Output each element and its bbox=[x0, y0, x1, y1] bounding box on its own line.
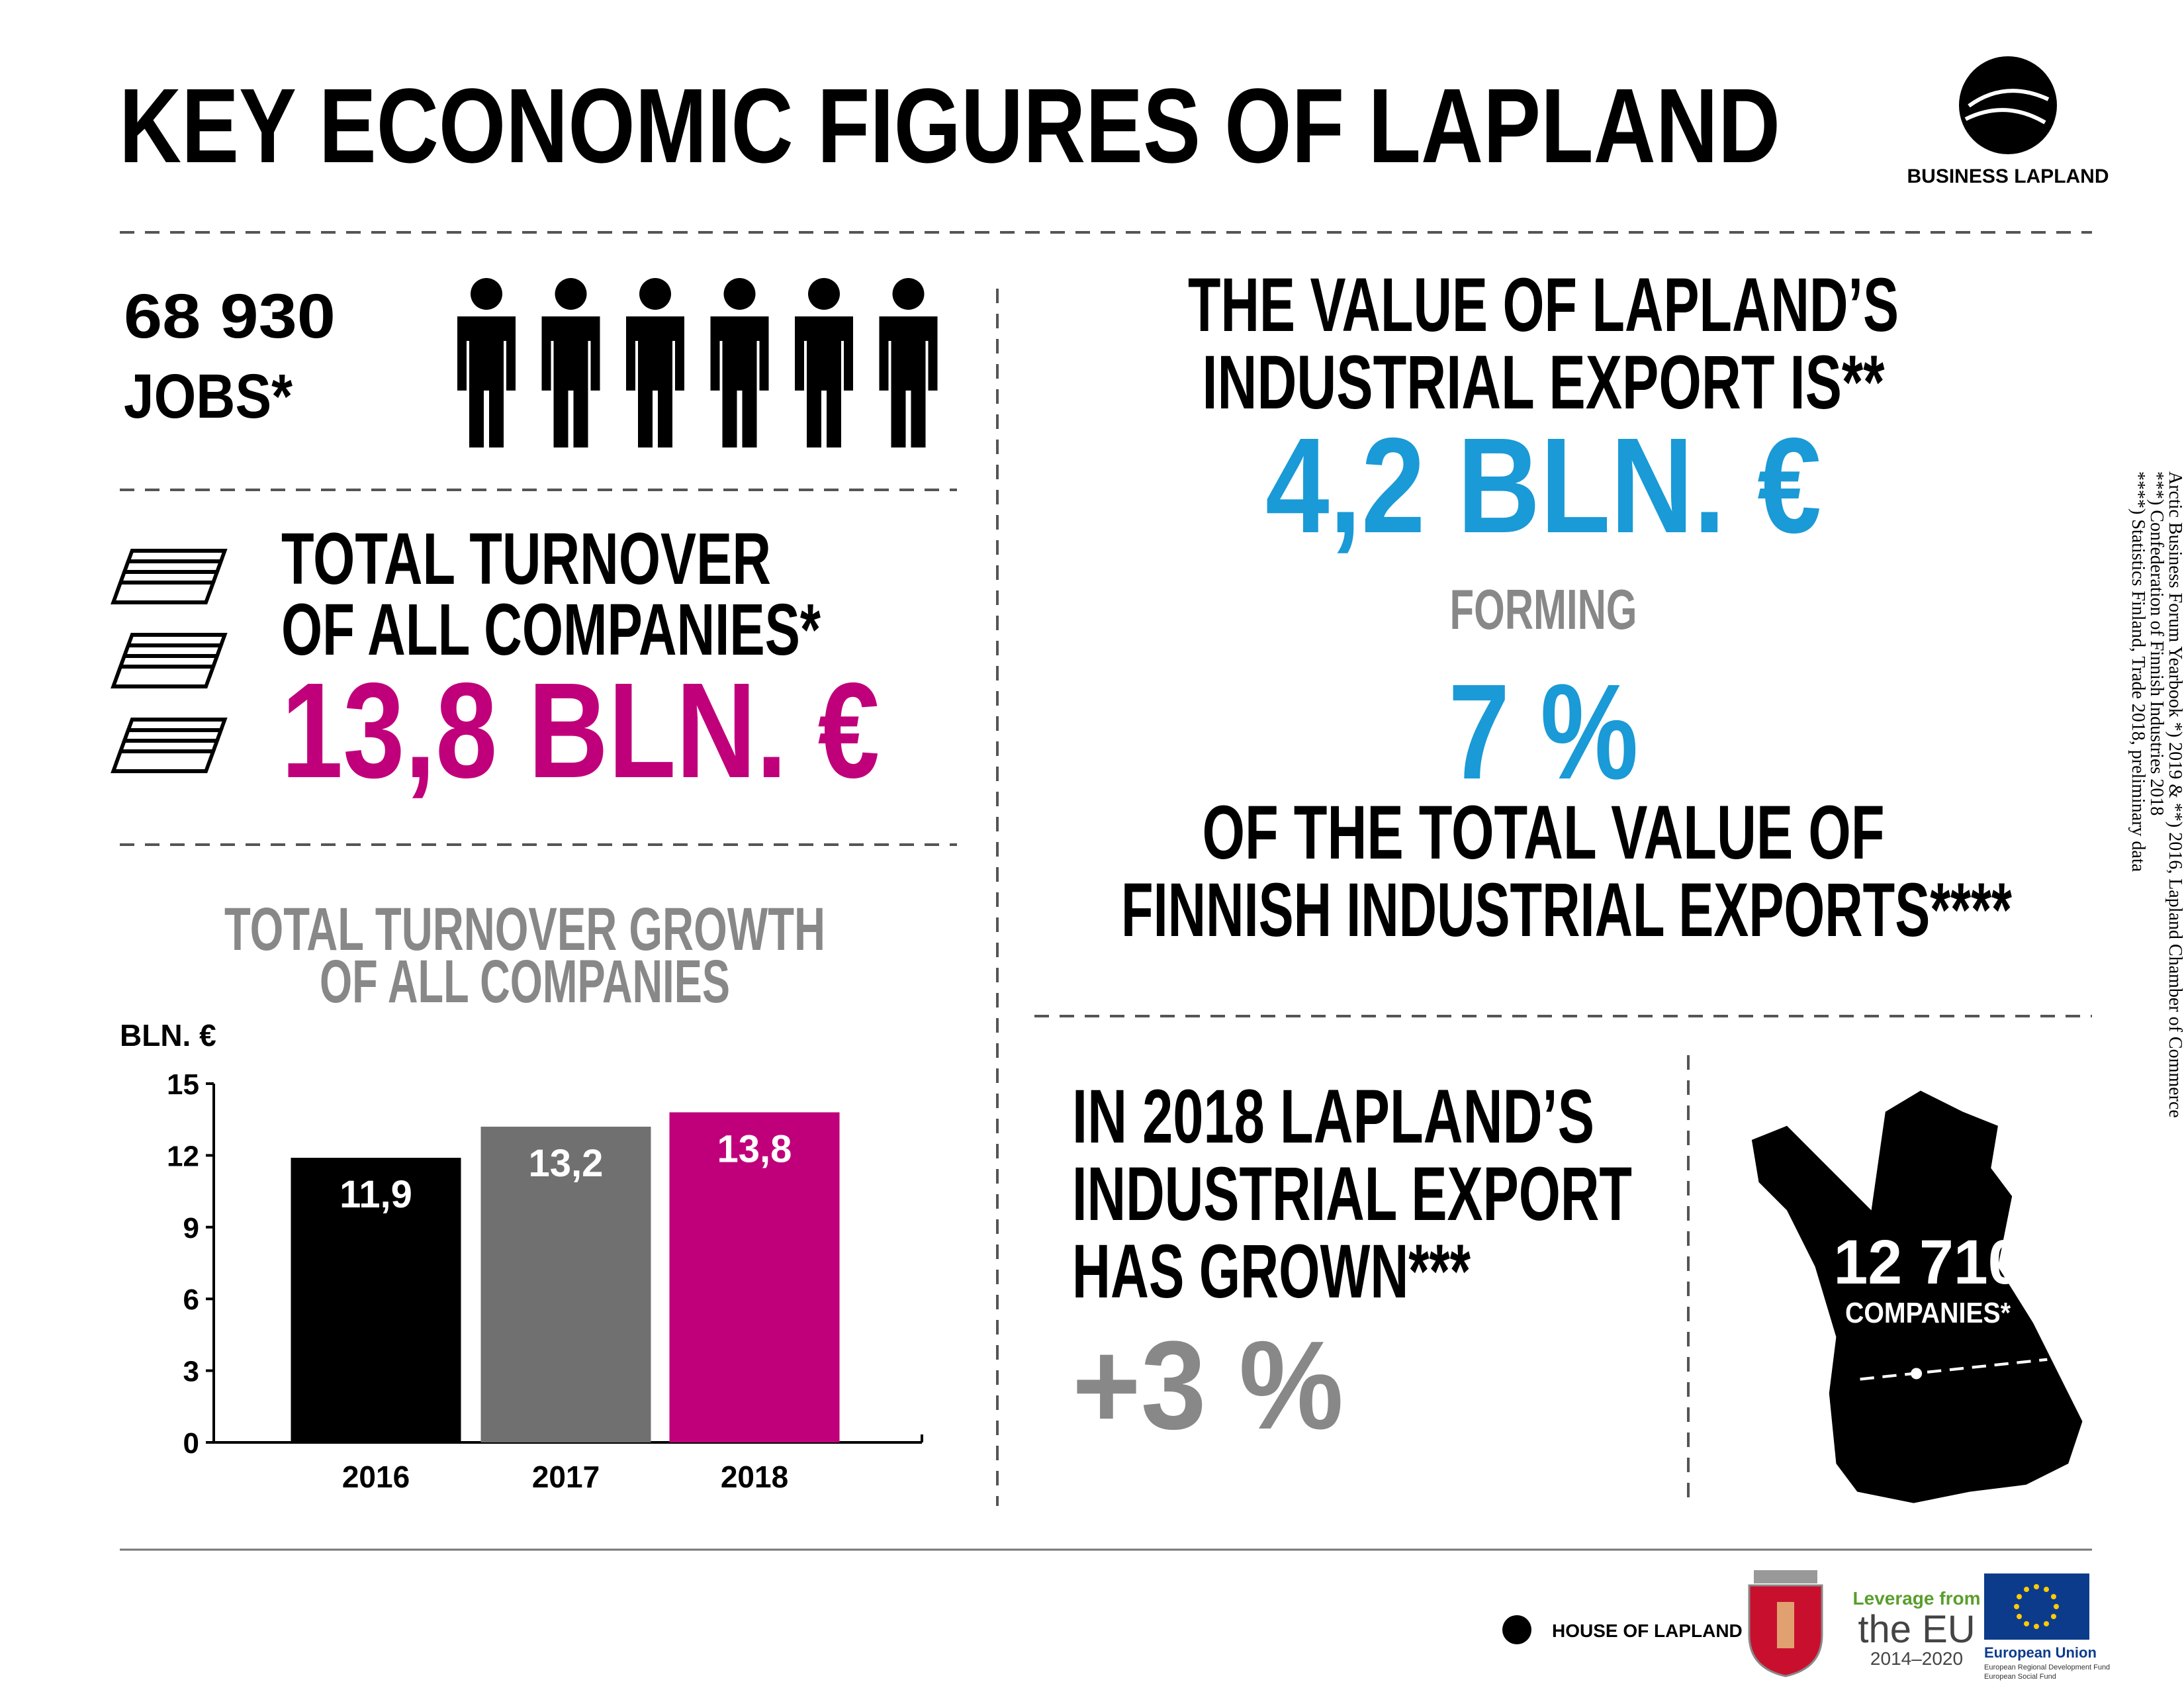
eu-sub: European Regional Development Fund bbox=[1984, 1664, 2110, 1671]
export-value: 4,2 BLN. € bbox=[1265, 410, 1821, 561]
source: ****) Statistics Finland, Trade 2018, pr… bbox=[2128, 471, 2148, 872]
leverage-years: 2014–2020 bbox=[1870, 1648, 1963, 1669]
value-label: 13,8 bbox=[717, 1127, 792, 1170]
money-bill bbox=[111, 665, 216, 688]
person-body bbox=[457, 316, 516, 447]
money-bill bbox=[111, 749, 216, 773]
coat-figure bbox=[1777, 1602, 1794, 1648]
leverage-line2: the EU bbox=[1858, 1608, 1975, 1651]
bar-chart: 0 3 6 9 12 15 11,9 2016 13,2 2017 13,8 2018 bbox=[167, 1068, 923, 1494]
person-head bbox=[892, 278, 925, 310]
eu-star bbox=[2044, 1587, 2049, 1593]
bar bbox=[480, 1127, 651, 1442]
x-tick-label: 2018 bbox=[721, 1460, 788, 1494]
companies-label: COMPANIES* bbox=[1845, 1297, 2011, 1329]
house-text: HOUSE OF LAPLAND bbox=[1552, 1620, 1743, 1641]
growth-line1: IN 2018 LAPLAND’S bbox=[1072, 1074, 1594, 1159]
eu-sub: European Social Fund bbox=[1984, 1673, 2056, 1681]
eu-star bbox=[2014, 1604, 2019, 1609]
export-line2: INDUSTRIAL EXPORT IS** bbox=[1203, 340, 1885, 425]
leverage-line1: Leverage from bbox=[1853, 1588, 1981, 1609]
chart-title: TOTAL TURNOVER GROWTH bbox=[224, 896, 825, 963]
y-axis-label: BLN. € bbox=[120, 1018, 216, 1053]
y-tick-label: 15 bbox=[167, 1068, 199, 1101]
eu-star bbox=[2054, 1604, 2059, 1609]
source: ***) Confederation of Finnish Industries… bbox=[2146, 471, 2167, 816]
map-shape bbox=[1751, 1090, 2083, 1503]
eu-star bbox=[2050, 1614, 2056, 1619]
y-tick-label: 6 bbox=[183, 1284, 199, 1316]
eu-stars bbox=[2014, 1584, 2059, 1629]
x-tick-label: 2017 bbox=[532, 1460, 600, 1494]
companies-number: 12 710 bbox=[1834, 1227, 2023, 1297]
eu-star bbox=[2034, 1624, 2039, 1629]
eu-star bbox=[2034, 1584, 2039, 1589]
growth-value: +3 % bbox=[1072, 1315, 1343, 1456]
export-line3: OF THE TOTAL VALUE OF bbox=[1203, 790, 1885, 875]
export-line4: FINNISH INDUSTRIAL EXPORTS**** bbox=[1121, 868, 2012, 953]
growth-line3: HAS GROWN*** bbox=[1072, 1229, 1471, 1314]
person-head bbox=[808, 278, 840, 310]
value-label: 13,2 bbox=[529, 1142, 604, 1185]
export-share: 7 % bbox=[1449, 656, 1639, 808]
eu-flag bbox=[1984, 1573, 2089, 1640]
person-body bbox=[626, 316, 684, 447]
people-icons bbox=[457, 278, 938, 447]
source: Arctic Business Forum Yearbook *) 2019 &… bbox=[2165, 471, 2184, 1118]
person-head bbox=[471, 278, 502, 310]
map-dot bbox=[1911, 1368, 1923, 1380]
x-tick-label: 2016 bbox=[342, 1460, 410, 1494]
logo-text: BUSINESS LAPLAND bbox=[1907, 165, 2109, 187]
person-body bbox=[710, 316, 769, 447]
person-head bbox=[723, 278, 756, 310]
growth-line2: INDUSTRIAL EXPORT bbox=[1072, 1152, 1632, 1237]
house-logo bbox=[1502, 1615, 1531, 1644]
jobs-number: 68 930 bbox=[124, 281, 336, 352]
y-tick-label: 12 bbox=[167, 1140, 199, 1172]
jobs-label: JOBS* bbox=[124, 361, 293, 432]
eu-star bbox=[2024, 1620, 2029, 1626]
export-forming: FORMING bbox=[1450, 579, 1637, 641]
turnover-line1: TOTAL TURNOVER bbox=[281, 518, 771, 600]
logo-mark bbox=[1964, 89, 2050, 124]
y-tick-label: 0 bbox=[183, 1427, 199, 1460]
person-head bbox=[639, 278, 671, 310]
eu-star bbox=[2017, 1614, 2023, 1619]
eu-star bbox=[2017, 1594, 2023, 1599]
person-head bbox=[555, 278, 587, 310]
eu-star bbox=[2024, 1587, 2029, 1593]
turnover-value: 13,8 BLN. € bbox=[281, 655, 880, 806]
logo bbox=[1959, 56, 2057, 154]
y-tick-label: 3 bbox=[183, 1356, 199, 1388]
bar bbox=[669, 1112, 840, 1442]
bar bbox=[291, 1158, 461, 1442]
eu-star bbox=[2050, 1594, 2056, 1599]
person-body bbox=[795, 316, 853, 447]
eu-star bbox=[2044, 1620, 2049, 1626]
title: KEY ECONOMIC FIGURES OF LAPLAND bbox=[119, 66, 1780, 185]
turnover-line2: OF ALL COMPANIES* bbox=[281, 589, 821, 671]
map bbox=[1751, 1090, 2083, 1503]
money-bill bbox=[111, 581, 216, 604]
money-icons bbox=[111, 549, 228, 773]
person-body bbox=[879, 316, 938, 447]
chart-title: OF ALL COMPANIES bbox=[320, 948, 730, 1015]
map-route bbox=[1860, 1358, 2048, 1381]
value-label: 11,9 bbox=[340, 1173, 412, 1216]
person-body bbox=[541, 316, 600, 447]
eu-text: European Union bbox=[1984, 1644, 2097, 1661]
y-tick-label: 9 bbox=[183, 1212, 199, 1244]
export-line1: THE VALUE OF LAPLAND’S bbox=[1188, 263, 1899, 348]
coat-crown bbox=[1754, 1570, 1817, 1583]
